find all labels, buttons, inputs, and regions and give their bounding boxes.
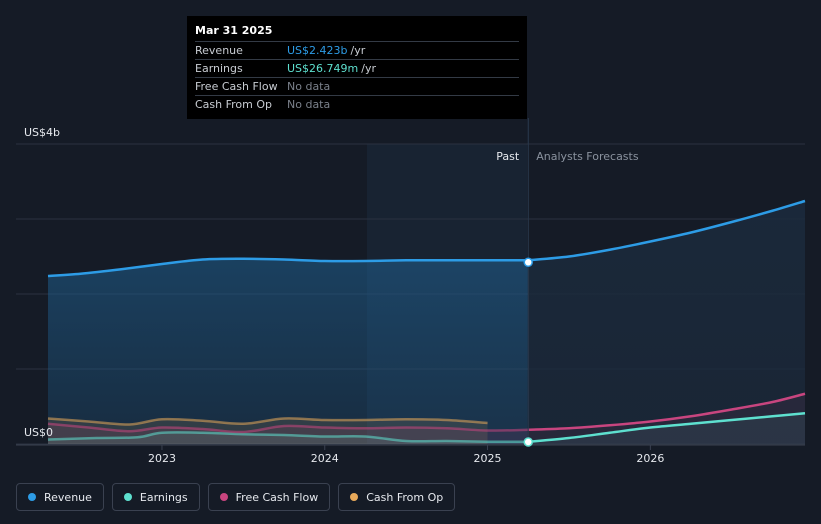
tooltip-row-cash-from-op: Cash From Op No data (195, 95, 519, 113)
revenue-past-line (47, 257, 529, 278)
earnings-dot-icon (123, 493, 132, 501)
legend-cash-from-op[interactable]: Cash From Op (338, 483, 456, 511)
tooltip-earnings-value: US$26.749m (287, 62, 359, 75)
legend-revenue[interactable]: Revenue (16, 483, 104, 511)
tooltip-value: No data (287, 80, 331, 93)
x-axis-ticks: 2023 2024 2025 2026 (148, 445, 664, 465)
free-cash-flow-forecast-area (528, 393, 805, 444)
y-axis-top-label: US$4b (24, 126, 60, 139)
cash-from-op-dot-icon (350, 493, 359, 501)
series-areas (48, 201, 805, 444)
tooltip-label: Free Cash Flow (195, 80, 278, 93)
free-cash-flow-dot-icon (219, 493, 228, 501)
free-cash-flow-forecast-line (528, 392, 806, 431)
earnings-highlight-point (523, 437, 533, 447)
tooltip-unit: /yr (350, 44, 366, 57)
tooltip-row-revenue: Revenue US$2.423b/yr (195, 41, 519, 59)
tooltip-row-free-cash-flow: Free Cash Flow No data (195, 77, 519, 95)
free-cash-flow-past-line (47, 422, 529, 434)
x-tick-label: 2026 (636, 452, 664, 465)
revenue-highlight-point (523, 257, 533, 268)
tooltip-unit: /yr (361, 62, 376, 75)
earnings-forecast-area (528, 413, 805, 444)
x-tick-label: 2025 (474, 452, 502, 465)
y-axis-bottom-label: US$0 (24, 426, 53, 439)
earnings-past-line (47, 431, 529, 444)
legend-label: Earnings (139, 490, 188, 504)
chart-legend: Revenue Earnings Free Cash Flow Cash Fro… (16, 483, 456, 511)
legend-earnings[interactable]: Earnings (111, 483, 200, 511)
tooltip-label: Cash From Op (195, 98, 273, 111)
legend-label: Revenue (44, 490, 92, 504)
tooltip-revenue-value: US$2.423b (287, 44, 348, 57)
tooltip-value: US$26.749m/yr (287, 60, 376, 77)
highlight-points (523, 257, 533, 447)
earnings-forecast-line (528, 412, 806, 443)
revenue-forecast-area (528, 201, 805, 444)
tooltip-date: Mar 31 2025 (195, 24, 273, 37)
revenue-forecast-line (528, 199, 806, 262)
hover-tooltip: Mar 31 2025 Revenue US$2.423b/yr Earning… (187, 16, 527, 119)
tooltip-value: No data (287, 98, 331, 111)
legend-label: Cash From Op (366, 490, 444, 504)
cash-from-op-past-line (47, 417, 488, 426)
chart-svg: US$4b US$0 Past Analysts Forecasts 2023 2… (16, 118, 806, 465)
revenue-dot-icon (28, 493, 36, 501)
tooltip-label: Revenue (195, 44, 243, 57)
free-cash-flow-past-area (48, 423, 529, 444)
revenue-past-area (48, 258, 529, 444)
tooltip-value: US$2.423b/yr (287, 42, 365, 59)
x-tick-label: 2024 (311, 452, 339, 465)
legend-free-cash-flow[interactable]: Free Cash Flow (207, 483, 331, 511)
tooltip-label: Earnings (195, 62, 243, 75)
earnings-past-area (48, 432, 529, 444)
past-label: Past (496, 150, 520, 163)
legend-label: Free Cash Flow (235, 490, 319, 504)
tooltip-row-earnings: Earnings US$26.749m/yr (195, 59, 519, 77)
forecast-label: Analysts Forecasts (536, 150, 639, 163)
x-tick-label: 2023 (148, 452, 176, 465)
series-lines (47, 199, 806, 444)
